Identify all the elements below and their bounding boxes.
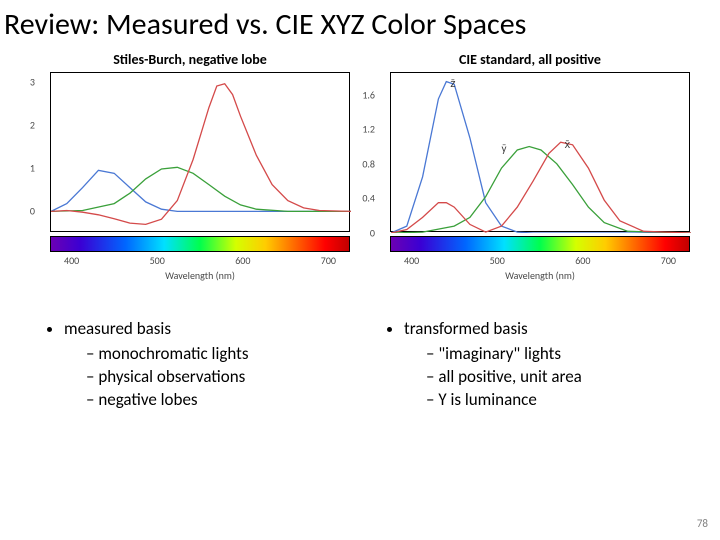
left-spectrum-wrap: 400500600700 Wavelength (nm): [50, 236, 350, 282]
spectrum-bar-icon: [390, 236, 690, 252]
bullets-row: measured basis monochromatic lightsphysi…: [0, 282, 720, 412]
left-bullet-head: measured basis: [64, 318, 350, 339]
curve-label-y: ȳ: [502, 142, 507, 155]
slide-title: Review: Measured vs. CIE XYZ Color Space…: [0, 0, 720, 47]
right-chart-panel: CIE standard, all positive Tristimulus v…: [370, 51, 690, 282]
right-sub-2: Y is luminance: [426, 389, 690, 410]
curve-label-z: z̄: [450, 77, 456, 90]
left-chart-box: 0123: [50, 72, 350, 232]
right-xticks: 400500600700: [390, 252, 690, 267]
right-bullets: transformed basis "imaginary" lightsall …: [370, 318, 690, 412]
curve-label-x: x̄: [565, 138, 571, 151]
right-spectrum-wrap: 400500600700 Wavelength (nm): [390, 236, 690, 282]
left-sub-1: physical observations: [86, 366, 350, 387]
right-chart-title: CIE standard, all positive: [370, 51, 690, 68]
right-xlabel: Wavelength (nm): [390, 269, 690, 282]
right-sub-0: "imaginary" lights: [426, 343, 690, 364]
page-number: 78: [697, 517, 708, 530]
charts-row: Stiles-Burch, negative lobe Tristimulus …: [0, 47, 720, 282]
left-chart-title: Stiles-Burch, negative lobe: [30, 51, 350, 68]
left-sub-0: monochromatic lights: [86, 343, 350, 364]
spectrum-bar-icon: [50, 236, 350, 252]
left-xlabel: Wavelength (nm): [50, 269, 350, 282]
left-chart-panel: Stiles-Burch, negative lobe Tristimulus …: [30, 51, 350, 282]
left-xticks: 400500600700: [50, 252, 350, 267]
right-chart-box: 00.40.81.21.6 z̄ȳx̄: [390, 72, 690, 232]
left-sub-2: negative lobes: [86, 389, 350, 410]
left-bullets: measured basis monochromatic lightsphysi…: [30, 318, 350, 412]
right-sub-1: all positive, unit area: [426, 366, 690, 387]
right-bullet-head: transformed basis: [404, 318, 690, 339]
